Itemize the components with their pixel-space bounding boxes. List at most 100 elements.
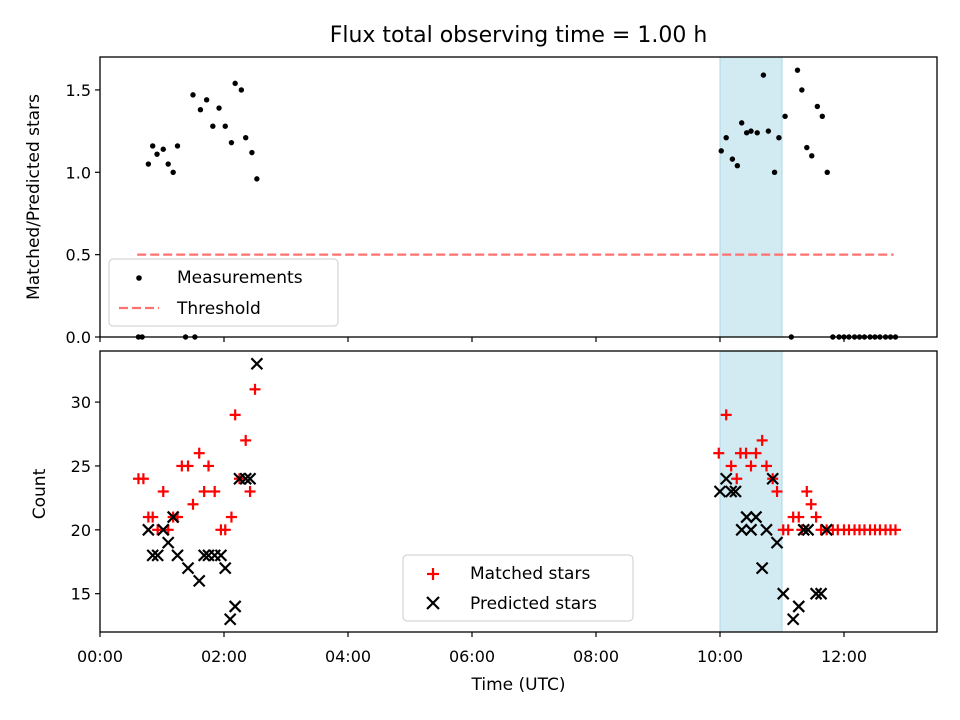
- measurement-point: [232, 80, 238, 87]
- measurement-point: [150, 143, 156, 149]
- predicted-star-marker: [792, 600, 806, 613]
- top-highlight-span: [719, 56, 783, 338]
- ratio-y-ticks: 0.0 0.5 1.0 1.5: [66, 81, 100, 347]
- predicted-star-marker: [760, 523, 773, 537]
- ratio-y-tick-label: 1.5: [66, 81, 91, 100]
- predicted-star-marker: [740, 510, 753, 524]
- ratio-y-tick-label: 0.0: [66, 328, 91, 347]
- predicted-star-marker: [243, 472, 257, 486]
- predicted-star-marker: [156, 523, 170, 537]
- matched-star-marker: [720, 409, 732, 421]
- legend-matched-label: Matched stars: [470, 564, 590, 584]
- measurement-point: [729, 156, 736, 162]
- matched-star-marker: [240, 434, 252, 446]
- matched-star-marker: [801, 486, 813, 497]
- predicted-star-marker: [719, 472, 733, 486]
- predicted-star-marker: [735, 523, 748, 537]
- predicted-star-marker: [729, 485, 742, 498]
- matched-star-marker: [244, 486, 256, 497]
- count-x-tick-label: 02:00: [201, 647, 247, 666]
- measurement-point: [760, 72, 767, 78]
- legend-threshold-label: Threshold: [176, 299, 261, 319]
- predicted-star-marker: [171, 549, 184, 562]
- predicted-star-marker: [776, 587, 790, 600]
- measurement-point: [210, 123, 216, 129]
- legend-predicted-label: Predicted stars: [470, 594, 597, 614]
- predicted-star-marker: [197, 549, 211, 562]
- predicted-star-marker: [797, 523, 810, 537]
- predicted-star-marker: [814, 587, 828, 600]
- matched-star-marker: [750, 447, 762, 459]
- measurement-point: [809, 153, 815, 159]
- matched-star-marker: [782, 524, 794, 536]
- count-plot-frame: [99, 350, 938, 633]
- measurement-point: [249, 149, 255, 156]
- predicted-star-marker: [766, 472, 779, 486]
- legend-predicted-marker: [426, 596, 440, 610]
- measurement-point: [718, 148, 724, 154]
- matched-star-marker: [761, 460, 772, 472]
- measurement-point: [765, 128, 772, 134]
- matched-star-marker: [193, 447, 205, 459]
- measurement-point: [804, 144, 810, 151]
- matched-star-marker: [889, 524, 901, 536]
- count-x-tick-label: 12:00: [821, 647, 867, 666]
- ratio-y-tick-label: 1.0: [66, 163, 91, 182]
- measurement-point: [197, 107, 204, 113]
- ratio-y-tick-label: 0.5: [66, 246, 91, 265]
- measurement-point: [174, 143, 181, 149]
- measurement-point: [734, 163, 741, 169]
- count-plot: 00:00 02:00 04:00 06:00 08:00 10:00 12:00 15 20…: [30, 350, 938, 695]
- measurement-point: [145, 161, 152, 167]
- measurement-point: [170, 169, 176, 175]
- predicted-star-marker: [820, 523, 833, 537]
- predicted-star-markers: [142, 357, 833, 626]
- matched-star-marker: [740, 447, 752, 459]
- measurement-point: [228, 139, 235, 146]
- measurement-point: [776, 135, 782, 141]
- predicted-star-marker: [214, 549, 228, 562]
- chart-title: Flux total observing time = 1.00 h: [330, 23, 708, 48]
- measurement-points: [135, 67, 899, 340]
- measurement-point: [216, 105, 222, 111]
- predicted-star-marker: [151, 549, 164, 562]
- count-y-tick-label: 30: [71, 393, 91, 412]
- measurement-point: [238, 87, 245, 93]
- predicted-star-marker: [724, 485, 738, 498]
- matched-star-marker: [771, 486, 783, 497]
- predicted-star-marker: [749, 510, 763, 524]
- predicted-star-marker: [181, 561, 195, 575]
- count-legend: Matched stars Predicted stars: [402, 554, 634, 622]
- measurement-point: [743, 130, 750, 136]
- count-y-tick-label: 20: [71, 521, 91, 540]
- count-x-tick-label: 04:00: [325, 647, 371, 666]
- ratio-x-ticks: [99, 337, 845, 342]
- measurement-point: [754, 130, 760, 136]
- measurement-point: [160, 146, 166, 152]
- ratio-legend: Measurements Threshold: [108, 258, 339, 327]
- legend-matched-marker: [427, 568, 439, 580]
- measurement-point: [254, 176, 260, 182]
- measurement-point: [814, 103, 821, 110]
- matched-star-marker: [209, 486, 221, 497]
- count-x-ticks: 00:00 02:00 04:00 06:00 08:00 10:00 12:00: [77, 632, 867, 666]
- count-x-tick-label: 08:00: [573, 647, 619, 666]
- measurement-point: [243, 135, 249, 141]
- measurement-point: [819, 113, 825, 119]
- predicted-star-marker: [146, 549, 159, 562]
- matched-star-marker: [793, 511, 805, 523]
- predicted-star-marker: [192, 574, 206, 588]
- matched-star-marker: [147, 511, 159, 523]
- ratio-plot: 0.0 0.5 1.0 1.5 Matched/Predicted stars Mea…: [24, 56, 938, 347]
- ratio-legend-box: [108, 258, 339, 327]
- measurement-point: [824, 169, 830, 175]
- matched-star-marker: [725, 460, 737, 472]
- matched-star-marker: [713, 447, 725, 459]
- matched-star-marker: [203, 460, 214, 472]
- predicted-star-marker: [250, 357, 264, 371]
- legend-measurements-label: Measurements: [177, 268, 303, 288]
- measurement-point: [203, 97, 210, 103]
- x-axis-label: Time (UTC): [471, 675, 566, 695]
- predicted-star-marker: [161, 536, 175, 549]
